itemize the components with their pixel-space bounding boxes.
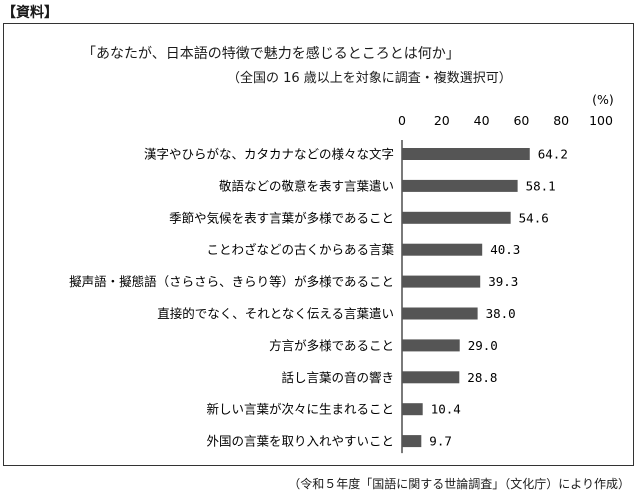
bar (402, 179, 518, 192)
chart-title: 「あなたが、日本語の特徴で魅力を感じるところとは何か」 (82, 46, 460, 62)
category-label: 漢字やひらがな、カタカナなどの様々な文字 (144, 147, 394, 162)
x-tick-label: 40 (474, 113, 490, 128)
unit-label: (%) (592, 92, 614, 107)
category-label: 敬語などの敬意を表す言葉遣い (219, 178, 394, 193)
value-label: 39.3 (488, 274, 518, 289)
bar (402, 307, 478, 320)
x-tick-label: 20 (434, 113, 450, 128)
category-label: 方言が多様であること (269, 338, 394, 353)
document-label: 【資料】 (2, 5, 58, 21)
source-note: （令和５年度「国語に関する世論調査」（文化庁）により作成） (288, 477, 630, 491)
bar (402, 371, 460, 384)
bar (402, 435, 422, 448)
value-label: 38.0 (486, 306, 516, 321)
bar (402, 243, 483, 256)
value-label: 40.3 (490, 242, 520, 257)
value-label: 64.2 (538, 147, 568, 162)
value-label: 9.7 (429, 434, 452, 449)
value-label: 10.4 (431, 402, 461, 417)
bar (402, 275, 481, 288)
category-label: ことわざなどの古くからある言葉 (206, 242, 394, 257)
bar (402, 403, 423, 416)
category-label: 直接的でなく、それとなく伝える言葉遣い (157, 306, 394, 321)
bar (402, 148, 530, 160)
category-label: 新しい言葉が次々に生まれること (206, 402, 394, 417)
category-label: 話し言葉の音の響き (281, 370, 394, 385)
value-label: 29.0 (468, 338, 498, 353)
bar (402, 339, 460, 352)
value-label: 28.8 (467, 370, 497, 385)
value-label: 54.6 (519, 210, 549, 225)
category-label: 季節や気候を表す言葉が多様であること (169, 210, 394, 225)
category-label: 外国の言葉を取り入れやすいこと (206, 434, 394, 449)
x-tick-label: 0 (398, 113, 406, 128)
chart-frame (3, 23, 634, 466)
bar (402, 211, 511, 224)
x-tick-label: 80 (553, 113, 569, 128)
chart-subtitle: （全国の 16 歳以上を対象に調査・複数選択可） (227, 71, 512, 86)
x-tick-label: 60 (513, 113, 529, 128)
value-label: 58.1 (526, 178, 556, 193)
x-tick-label: 100 (589, 113, 613, 128)
category-label: 擬声語・擬態語（さらさら、きらり等）が多様であること (69, 274, 394, 289)
